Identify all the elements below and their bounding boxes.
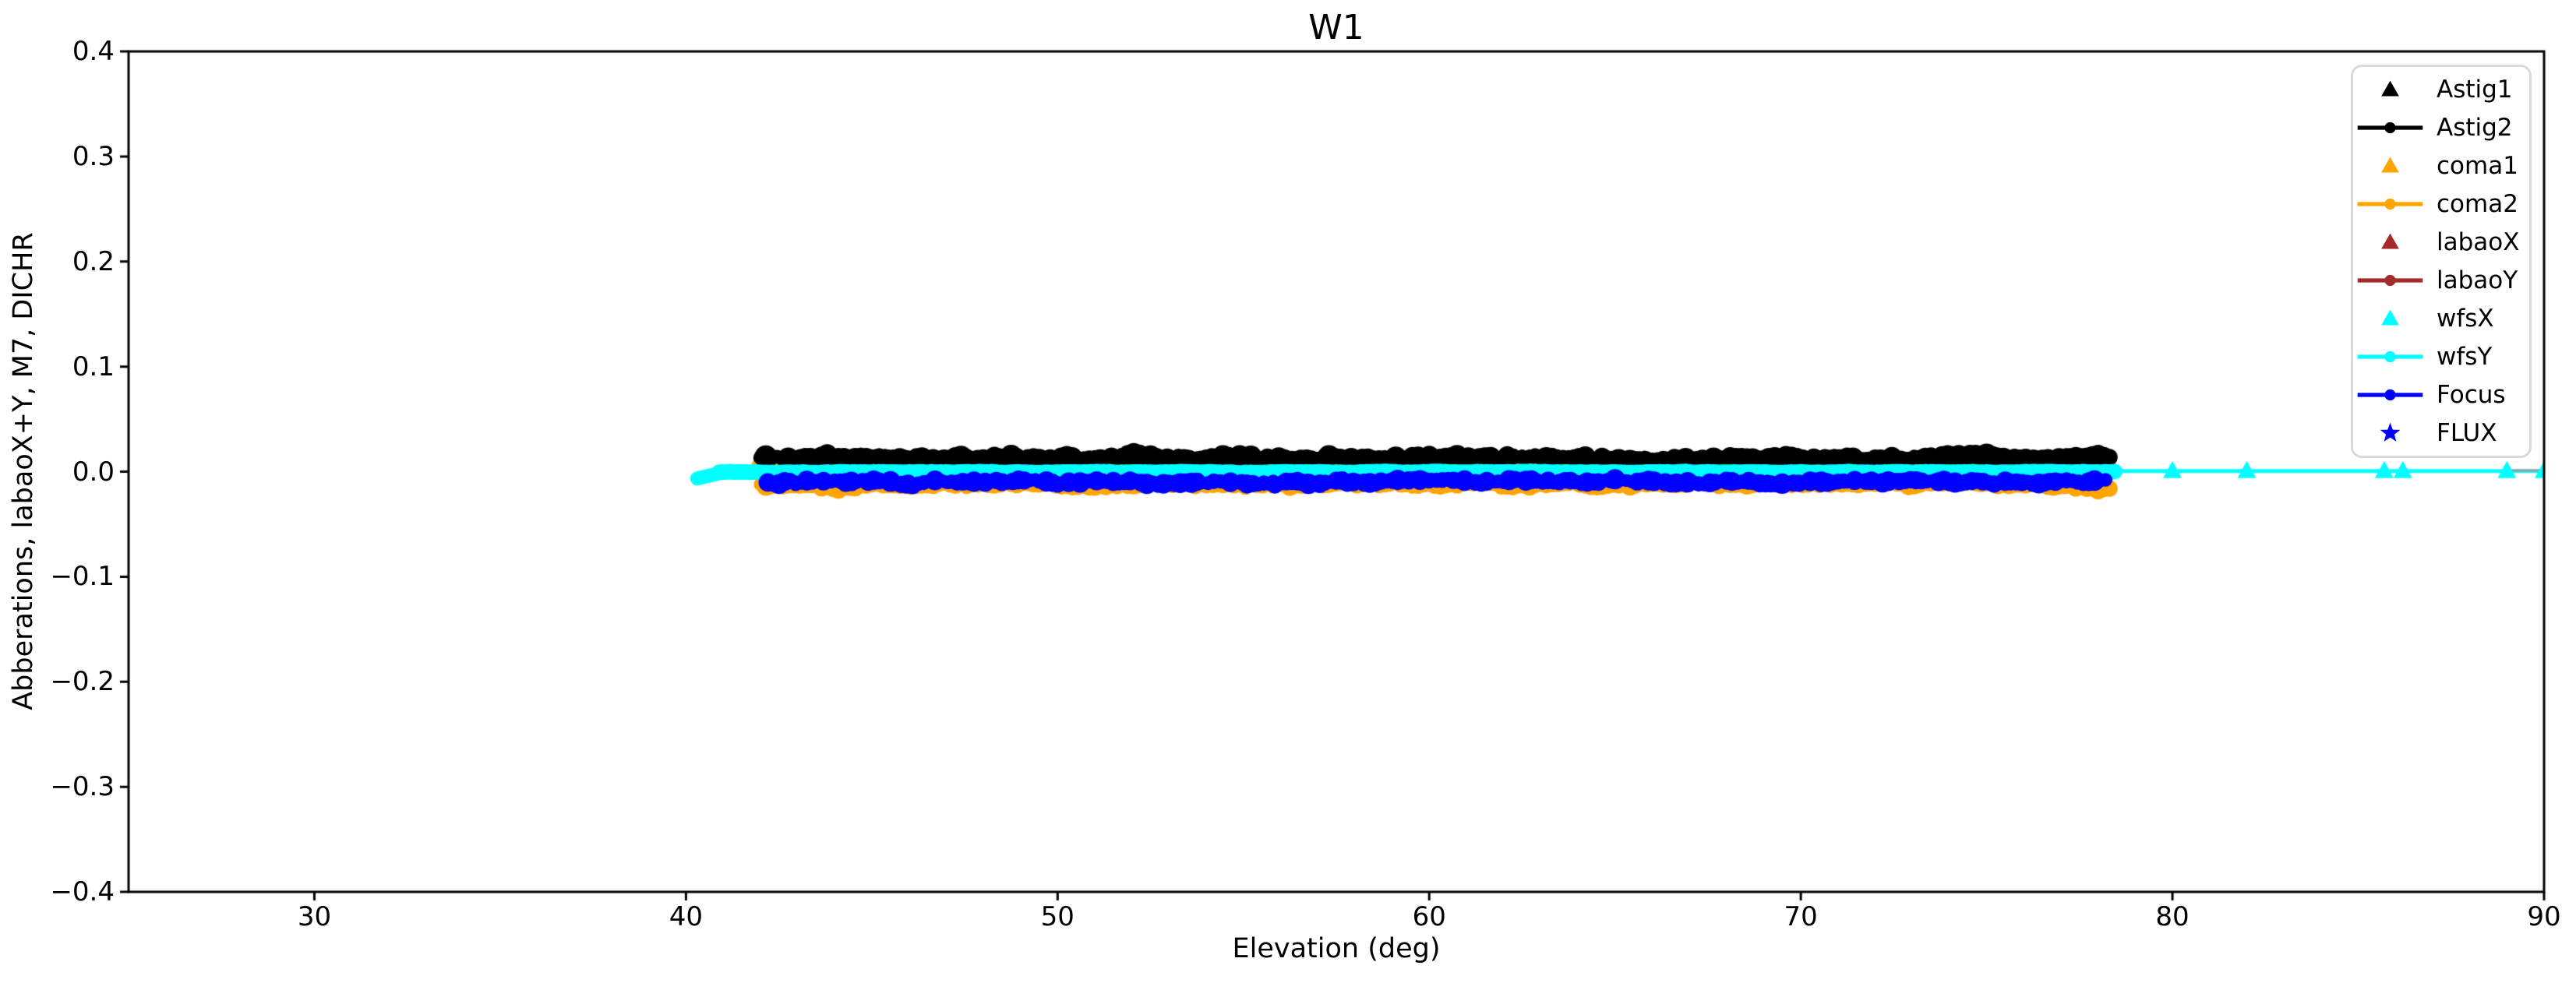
triangle-marker-icon (2381, 80, 2399, 97)
y-tick-label: 0.1 (72, 351, 115, 382)
line-dot-marker-icon (2357, 274, 2423, 287)
legend-label: Astig1 (2437, 75, 2513, 104)
legend-item-wfsx: wfsX (2353, 300, 2529, 338)
legend-label: FLUX (2437, 419, 2497, 448)
line-dot-marker-icon (2357, 351, 2423, 363)
legend-item-labaox: labaoX (2353, 223, 2529, 261)
x-tick-label: 70 (1784, 901, 1818, 932)
triangle-marker-icon (2381, 309, 2399, 326)
y-tick-label: −0.1 (50, 561, 115, 593)
x-axis-label: Elevation (deg) (1232, 933, 1441, 964)
legend-label: coma2 (2437, 189, 2518, 218)
x-tick-label: 90 (2527, 901, 2561, 932)
y-tick-label: −0.4 (50, 876, 115, 907)
legend-item-astig1: Astig1 (2353, 70, 2529, 108)
line-dot-marker-icon (2357, 198, 2423, 210)
legend-label: wfsY (2437, 343, 2493, 372)
y-tick-label: −0.3 (50, 771, 115, 803)
legend-item-astig2: Astig2 (2353, 108, 2529, 146)
x-tick-label: 50 (1040, 901, 1075, 932)
line-dot-marker-icon (2357, 389, 2423, 401)
y-tick-label: −0.2 (50, 666, 115, 698)
legend-item-flux: FLUX (2353, 414, 2529, 453)
triangle-marker-icon (2381, 157, 2399, 173)
chart-title: W1 (1308, 8, 1364, 48)
legend-label: wfsX (2437, 305, 2494, 333)
star-marker-icon (2380, 422, 2401, 442)
y-axis-label: Abberations, labaoX+Y, M7, DICHR (8, 232, 39, 710)
legend-item-focus: Focus (2353, 376, 2529, 414)
x-tick-label: 40 (669, 901, 704, 932)
legend-item-coma1: coma1 (2353, 146, 2529, 185)
y-tick-label: 0.0 (72, 456, 115, 488)
legend-label: labaoX (2437, 227, 2520, 256)
legend-item-coma2: coma2 (2353, 185, 2529, 223)
legend-item-labaoy: labaoY (2353, 261, 2529, 299)
legend-box: Astig1 Astig2 coma1 coma2 labaoX labaoY wfsX wf… (2351, 65, 2532, 458)
x-tick-label: 80 (2155, 901, 2190, 932)
triangle-marker-icon (2381, 233, 2399, 249)
y-tick-label: 0.4 (72, 36, 115, 67)
x-tick-label: 30 (297, 901, 332, 932)
legend-label: Focus (2437, 381, 2506, 410)
legend-label: Astig2 (2437, 113, 2513, 142)
legend-label: coma1 (2437, 151, 2518, 180)
legend-item-wfsy: wfsY (2353, 338, 2529, 376)
legend-label: labaoY (2437, 266, 2518, 294)
y-tick-label: 0.2 (72, 245, 115, 277)
line-dot-marker-icon (2357, 122, 2423, 133)
y-tick-label: 0.3 (72, 140, 115, 172)
x-tick-label: 60 (1412, 901, 1446, 932)
